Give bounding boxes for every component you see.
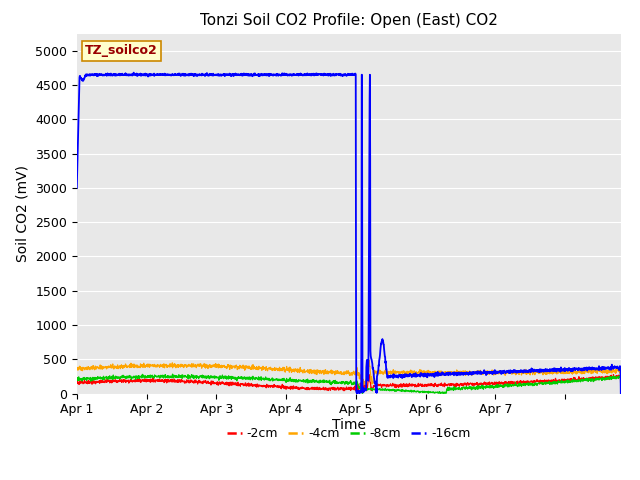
-8cm	[338, 381, 346, 386]
X-axis label: Time: Time	[332, 418, 366, 432]
-8cm	[601, 376, 609, 382]
-8cm	[617, 391, 625, 396]
-16cm	[100, 72, 108, 78]
-4cm	[601, 370, 609, 376]
-16cm	[617, 391, 625, 396]
-4cm	[617, 391, 625, 396]
-2cm	[601, 375, 609, 381]
Line: -4cm: -4cm	[77, 360, 621, 394]
-2cm	[617, 391, 625, 396]
-16cm	[601, 366, 609, 372]
-8cm	[100, 375, 108, 381]
-2cm	[73, 380, 81, 386]
Y-axis label: Soil CO2 (mV): Soil CO2 (mV)	[15, 165, 29, 262]
-8cm	[323, 378, 331, 384]
-2cm	[323, 385, 331, 391]
-4cm	[73, 367, 81, 373]
-4cm	[602, 369, 609, 375]
Text: TZ_soilco2: TZ_soilco2	[85, 44, 157, 58]
-4cm	[365, 357, 373, 363]
-16cm	[130, 70, 138, 75]
-4cm	[502, 371, 509, 376]
Line: -2cm: -2cm	[77, 374, 621, 394]
-8cm	[502, 383, 509, 389]
Line: -8cm: -8cm	[77, 374, 621, 394]
-8cm	[73, 376, 81, 382]
-16cm	[323, 71, 331, 77]
-2cm	[100, 379, 108, 384]
-2cm	[365, 372, 372, 377]
-2cm	[602, 374, 609, 380]
-2cm	[502, 380, 509, 386]
-16cm	[338, 72, 346, 78]
-4cm	[100, 364, 108, 370]
-8cm	[169, 371, 177, 377]
-4cm	[323, 369, 331, 374]
Title: Tonzi Soil CO2 Profile: Open (East) CO2: Tonzi Soil CO2 Profile: Open (East) CO2	[200, 13, 498, 28]
-16cm	[602, 366, 609, 372]
-16cm	[73, 185, 81, 191]
-16cm	[502, 370, 509, 376]
Legend: -2cm, -4cm, -8cm, -16cm: -2cm, -4cm, -8cm, -16cm	[222, 422, 476, 445]
-2cm	[337, 385, 345, 391]
Line: -16cm: -16cm	[77, 72, 621, 394]
-8cm	[602, 376, 609, 382]
-4cm	[337, 371, 345, 377]
